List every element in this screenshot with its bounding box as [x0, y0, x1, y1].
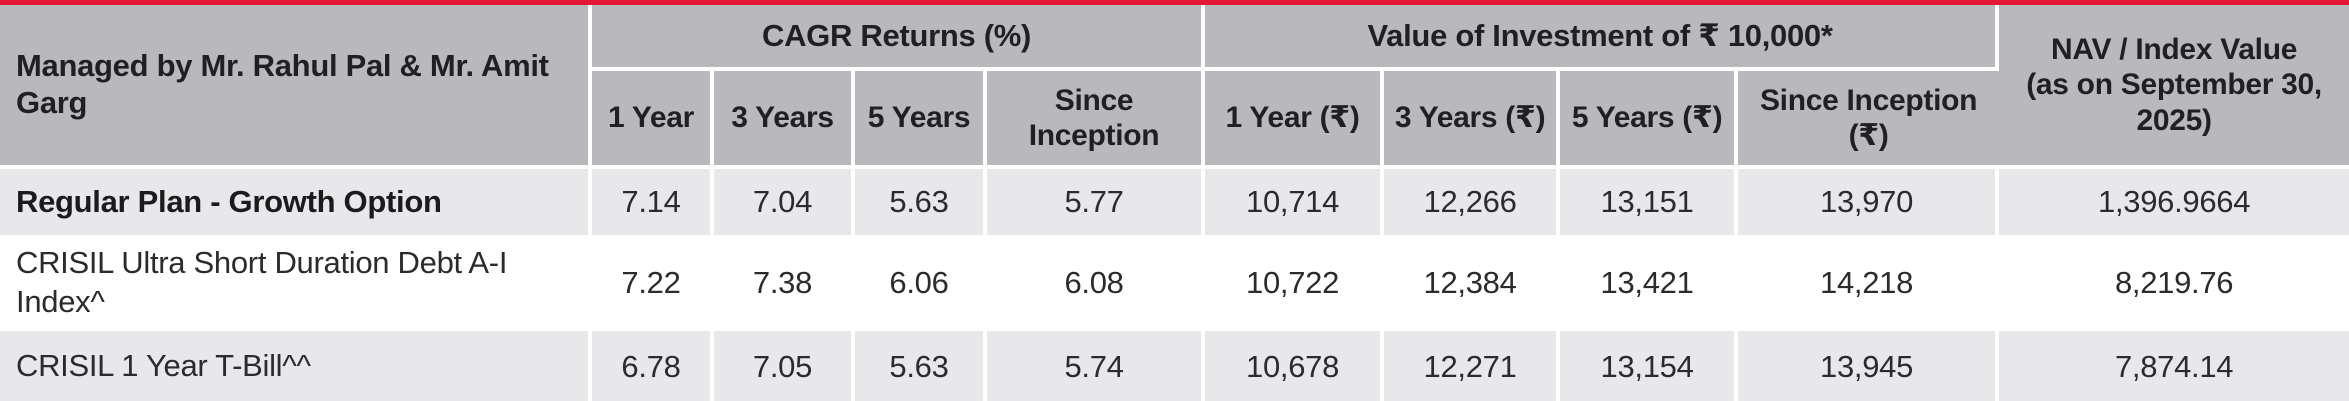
cell-nav: 7,874.14: [1999, 331, 2349, 401]
value-5-years-header: 5 Years (₹): [1560, 71, 1739, 169]
cell-5y-value: 13,421: [1560, 239, 1739, 331]
table-row-regular-plan: Regular Plan - Growth Option 7.14 7.04 5…: [0, 169, 2349, 239]
cagr-1-year-header: 1 Year: [592, 71, 714, 169]
value-since-inception-header: Since Inception (₹): [1738, 71, 2000, 169]
cell-si-value: 14,218: [1738, 239, 2000, 331]
nav-header-line1: NAV / Index Value: [2051, 32, 2298, 66]
row-label: CRISIL Ultra Short Duration Debt A-I Ind…: [0, 239, 592, 331]
nav-index-value-header: NAV / Index Value (as on September 30, 2…: [1999, 5, 2349, 169]
top-accent-bar: [0, 0, 2349, 5]
cell-1y-cagr: 7.22: [592, 239, 714, 331]
cell-5y-cagr: 6.06: [855, 239, 987, 331]
cell-si-cagr: 5.77: [987, 169, 1206, 239]
cell-si-cagr: 5.74: [987, 331, 1206, 401]
value-of-investment-group-header: Value of Investment of ₹ 10,000*: [1205, 5, 2000, 71]
table-row-crisil-ultra-short: CRISIL Ultra Short Duration Debt A-I Ind…: [0, 239, 2349, 331]
cell-1y-cagr: 6.78: [592, 331, 714, 401]
row-label: CRISIL 1 Year T-Bill^^: [0, 331, 592, 401]
cell-1y-value: 10,722: [1205, 239, 1385, 331]
cell-si-cagr: 6.08: [987, 239, 1206, 331]
performance-table: Managed by Mr. Rahul Pal & Mr. Amit Garg…: [0, 5, 2349, 401]
cell-3y-value: 12,271: [1384, 331, 1561, 401]
table-row-crisil-1y-tbill: CRISIL 1 Year T-Bill^^ 6.78 7.05 5.63 5.…: [0, 331, 2349, 401]
cagr-since-inception-header: Since Inception: [987, 71, 1206, 169]
cell-5y-cagr: 5.63: [855, 169, 987, 239]
cell-5y-value: 13,154: [1560, 331, 1739, 401]
cell-nav: 8,219.76: [1999, 239, 2349, 331]
cell-si-value: 13,945: [1738, 331, 2000, 401]
nav-header-line2: (as on September 30, 2025): [2026, 68, 2322, 137]
value-1-year-header: 1 Year (₹): [1205, 71, 1385, 169]
cell-3y-cagr: 7.04: [714, 169, 855, 239]
cell-1y-value: 10,714: [1205, 169, 1385, 239]
managed-by-header: Managed by Mr. Rahul Pal & Mr. Amit Garg: [0, 5, 592, 169]
value-3-years-header: 3 Years (₹): [1384, 71, 1561, 169]
cell-1y-cagr: 7.14: [592, 169, 714, 239]
group-header-row: Managed by Mr. Rahul Pal & Mr. Amit Garg…: [0, 5, 2349, 169]
cell-3y-value: 12,384: [1384, 239, 1561, 331]
cell-nav: 1,396.9664: [1999, 169, 2349, 239]
cell-3y-value: 12,266: [1384, 169, 1561, 239]
cell-3y-cagr: 7.05: [714, 331, 855, 401]
cell-1y-value: 10,678: [1205, 331, 1385, 401]
cell-5y-cagr: 5.63: [855, 331, 987, 401]
cagr-returns-group-header: CAGR Returns (%): [592, 5, 1206, 71]
cagr-5-years-header: 5 Years: [855, 71, 987, 169]
cagr-3-years-header: 3 Years: [714, 71, 855, 169]
cell-si-value: 13,970: [1738, 169, 2000, 239]
sub-header-row: 1 Year 3 Years 5 Years Since Inception 1…: [0, 71, 2349, 169]
cell-3y-cagr: 7.38: [714, 239, 855, 331]
cell-5y-value: 13,151: [1560, 169, 1739, 239]
row-label: Regular Plan - Growth Option: [0, 169, 592, 239]
